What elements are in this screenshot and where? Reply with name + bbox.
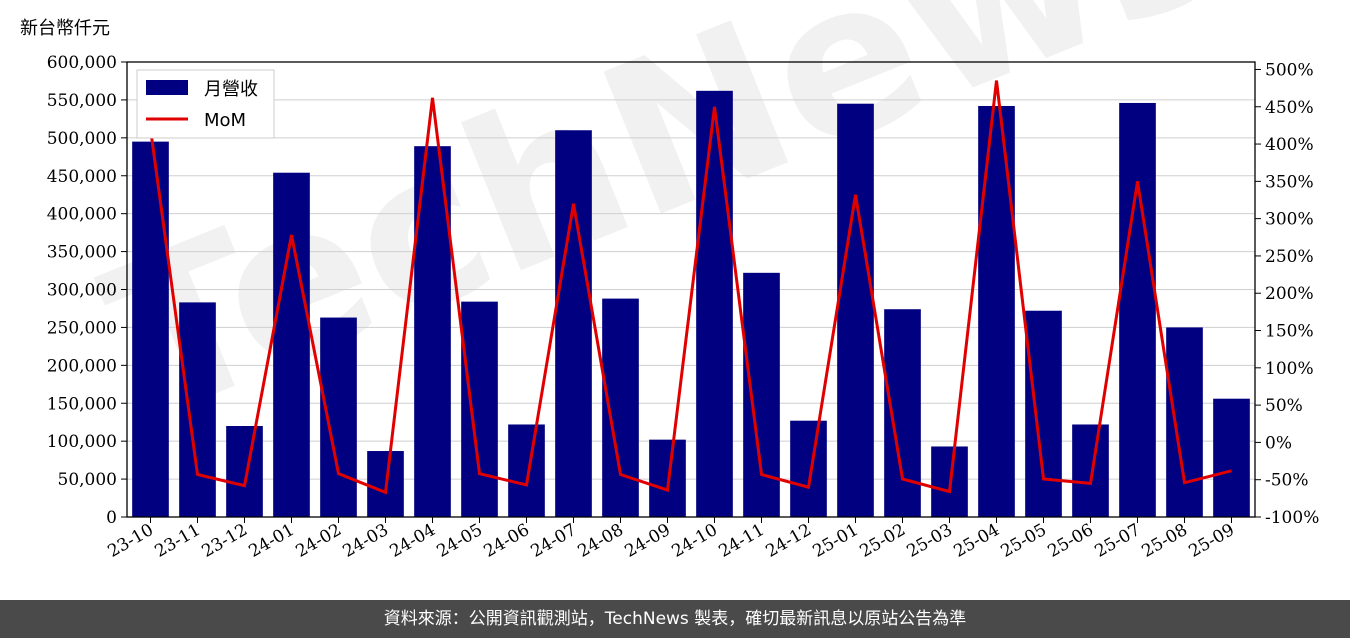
x-tick-label: 24-07 — [528, 520, 580, 562]
left-tick-label: 350,000 — [47, 243, 117, 263]
bar-25-02 — [884, 309, 921, 517]
bar-25-01 — [837, 103, 874, 517]
right-tick-label: 450% — [1265, 98, 1314, 118]
bar-23-12 — [226, 426, 263, 517]
right-tick-label: -50% — [1265, 471, 1309, 491]
right-tick-label: 250% — [1265, 247, 1314, 267]
bar-25-08 — [1166, 327, 1203, 517]
left-tick-label: 550,000 — [47, 91, 117, 111]
right-tick-label: 50% — [1265, 396, 1303, 416]
legend-label-revenue: 月營收 — [204, 79, 258, 100]
bar-24-12 — [790, 420, 827, 517]
x-tick-label: 24-03 — [340, 520, 392, 562]
bar-25-07 — [1119, 102, 1156, 517]
x-tick-label: 25-06 — [1045, 520, 1097, 562]
bar-25-09 — [1213, 398, 1250, 517]
left-tick-label: 100,000 — [47, 432, 117, 452]
right-tick-label: -100% — [1265, 508, 1319, 528]
right-tick-label: 350% — [1265, 172, 1314, 192]
x-tick-label: 24-04 — [387, 520, 439, 562]
revenue-chart: TechNews 050,000100,000150,000200,000250… — [20, 0, 1319, 562]
legend: 月營收 MoM — [136, 69, 275, 139]
right-tick-label: 300% — [1265, 210, 1314, 230]
left-tick-label: 300,000 — [47, 281, 117, 301]
bar-25-05 — [1025, 310, 1062, 517]
x-tick-label: 25-01 — [810, 520, 862, 562]
bar-25-06 — [1072, 424, 1109, 517]
left-axis-ticks: 0 50,000 100,000 150,000 200,000 250,000 300,0… — [47, 53, 127, 528]
bar-24-07 — [555, 130, 592, 517]
right-tick-label: 400% — [1265, 135, 1314, 155]
bar-24-02 — [320, 317, 357, 517]
bar-24-05 — [461, 301, 498, 517]
left-tick-label: 200,000 — [47, 356, 117, 376]
legend-swatch-revenue — [146, 80, 188, 95]
bar-23-11 — [179, 302, 216, 517]
right-tick-label: 100% — [1265, 359, 1314, 379]
right-tick-label: 0% — [1265, 433, 1292, 453]
x-tick-label: 24-05 — [434, 520, 486, 562]
left-tick-label: 150,000 — [47, 394, 117, 414]
x-tick-label: 25-04 — [951, 520, 1003, 562]
x-tick-label: 23-11 — [152, 520, 204, 562]
x-tick-label: 25-08 — [1139, 520, 1191, 562]
left-tick-label: 50,000 — [58, 470, 117, 490]
left-tick-label: 250,000 — [47, 318, 117, 338]
grid-lines — [127, 61, 1255, 518]
footer-source-note: 資料來源：公開資訊觀測站，TechNews 製表，確切最新訊息以原站公告為準 — [0, 600, 1350, 638]
right-tick-label: 150% — [1265, 322, 1314, 342]
x-tick-label: 25-07 — [1092, 520, 1144, 562]
x-tick-label: 23-12 — [199, 520, 251, 562]
bar-24-06 — [508, 424, 545, 517]
x-tick-label: 25-09 — [1186, 520, 1238, 562]
x-tick-label: 24-12 — [763, 520, 815, 562]
bar-24-11 — [743, 272, 780, 517]
left-tick-label: 600,000 — [47, 53, 117, 73]
x-tick-label: 24-11 — [716, 520, 768, 562]
left-tick-label: 400,000 — [47, 205, 117, 225]
right-axis-ticks: -100% -50% 0% 50% 100% 150% 200% 250% 300% 350% 40… — [1255, 60, 1319, 528]
x-tick-label: 24-06 — [481, 520, 533, 562]
mom-line-series — [149, 80, 1232, 495]
bar-24-01 — [273, 172, 310, 517]
right-tick-label: 200% — [1265, 284, 1314, 304]
left-tick-label: 0 — [106, 508, 117, 528]
x-tick-label: 25-05 — [998, 520, 1050, 562]
x-tick-label: 24-09 — [622, 520, 674, 562]
x-axis-ticks: 23-1023-1123-1224-0124-0224-0324-0424-05… — [105, 517, 1238, 562]
x-tick-label: 25-02 — [857, 520, 909, 562]
x-tick-label: 25-03 — [904, 520, 956, 562]
x-tick-label: 24-08 — [575, 520, 627, 562]
legend-label-mom: MoM — [204, 110, 246, 131]
x-tick-label: 24-01 — [246, 520, 298, 562]
x-tick-label: 24-02 — [293, 520, 345, 562]
bar-25-04 — [978, 105, 1015, 517]
right-tick-label: 500% — [1265, 60, 1314, 80]
bar-23-10 — [132, 141, 169, 517]
left-tick-label: 450,000 — [47, 167, 117, 187]
x-tick-label: 24-10 — [669, 520, 721, 562]
mom-line — [149, 80, 1232, 495]
bar-24-10 — [696, 90, 733, 518]
left-tick-label: 500,000 — [47, 129, 117, 149]
unit-label: 新台幣仟元 — [20, 18, 110, 39]
